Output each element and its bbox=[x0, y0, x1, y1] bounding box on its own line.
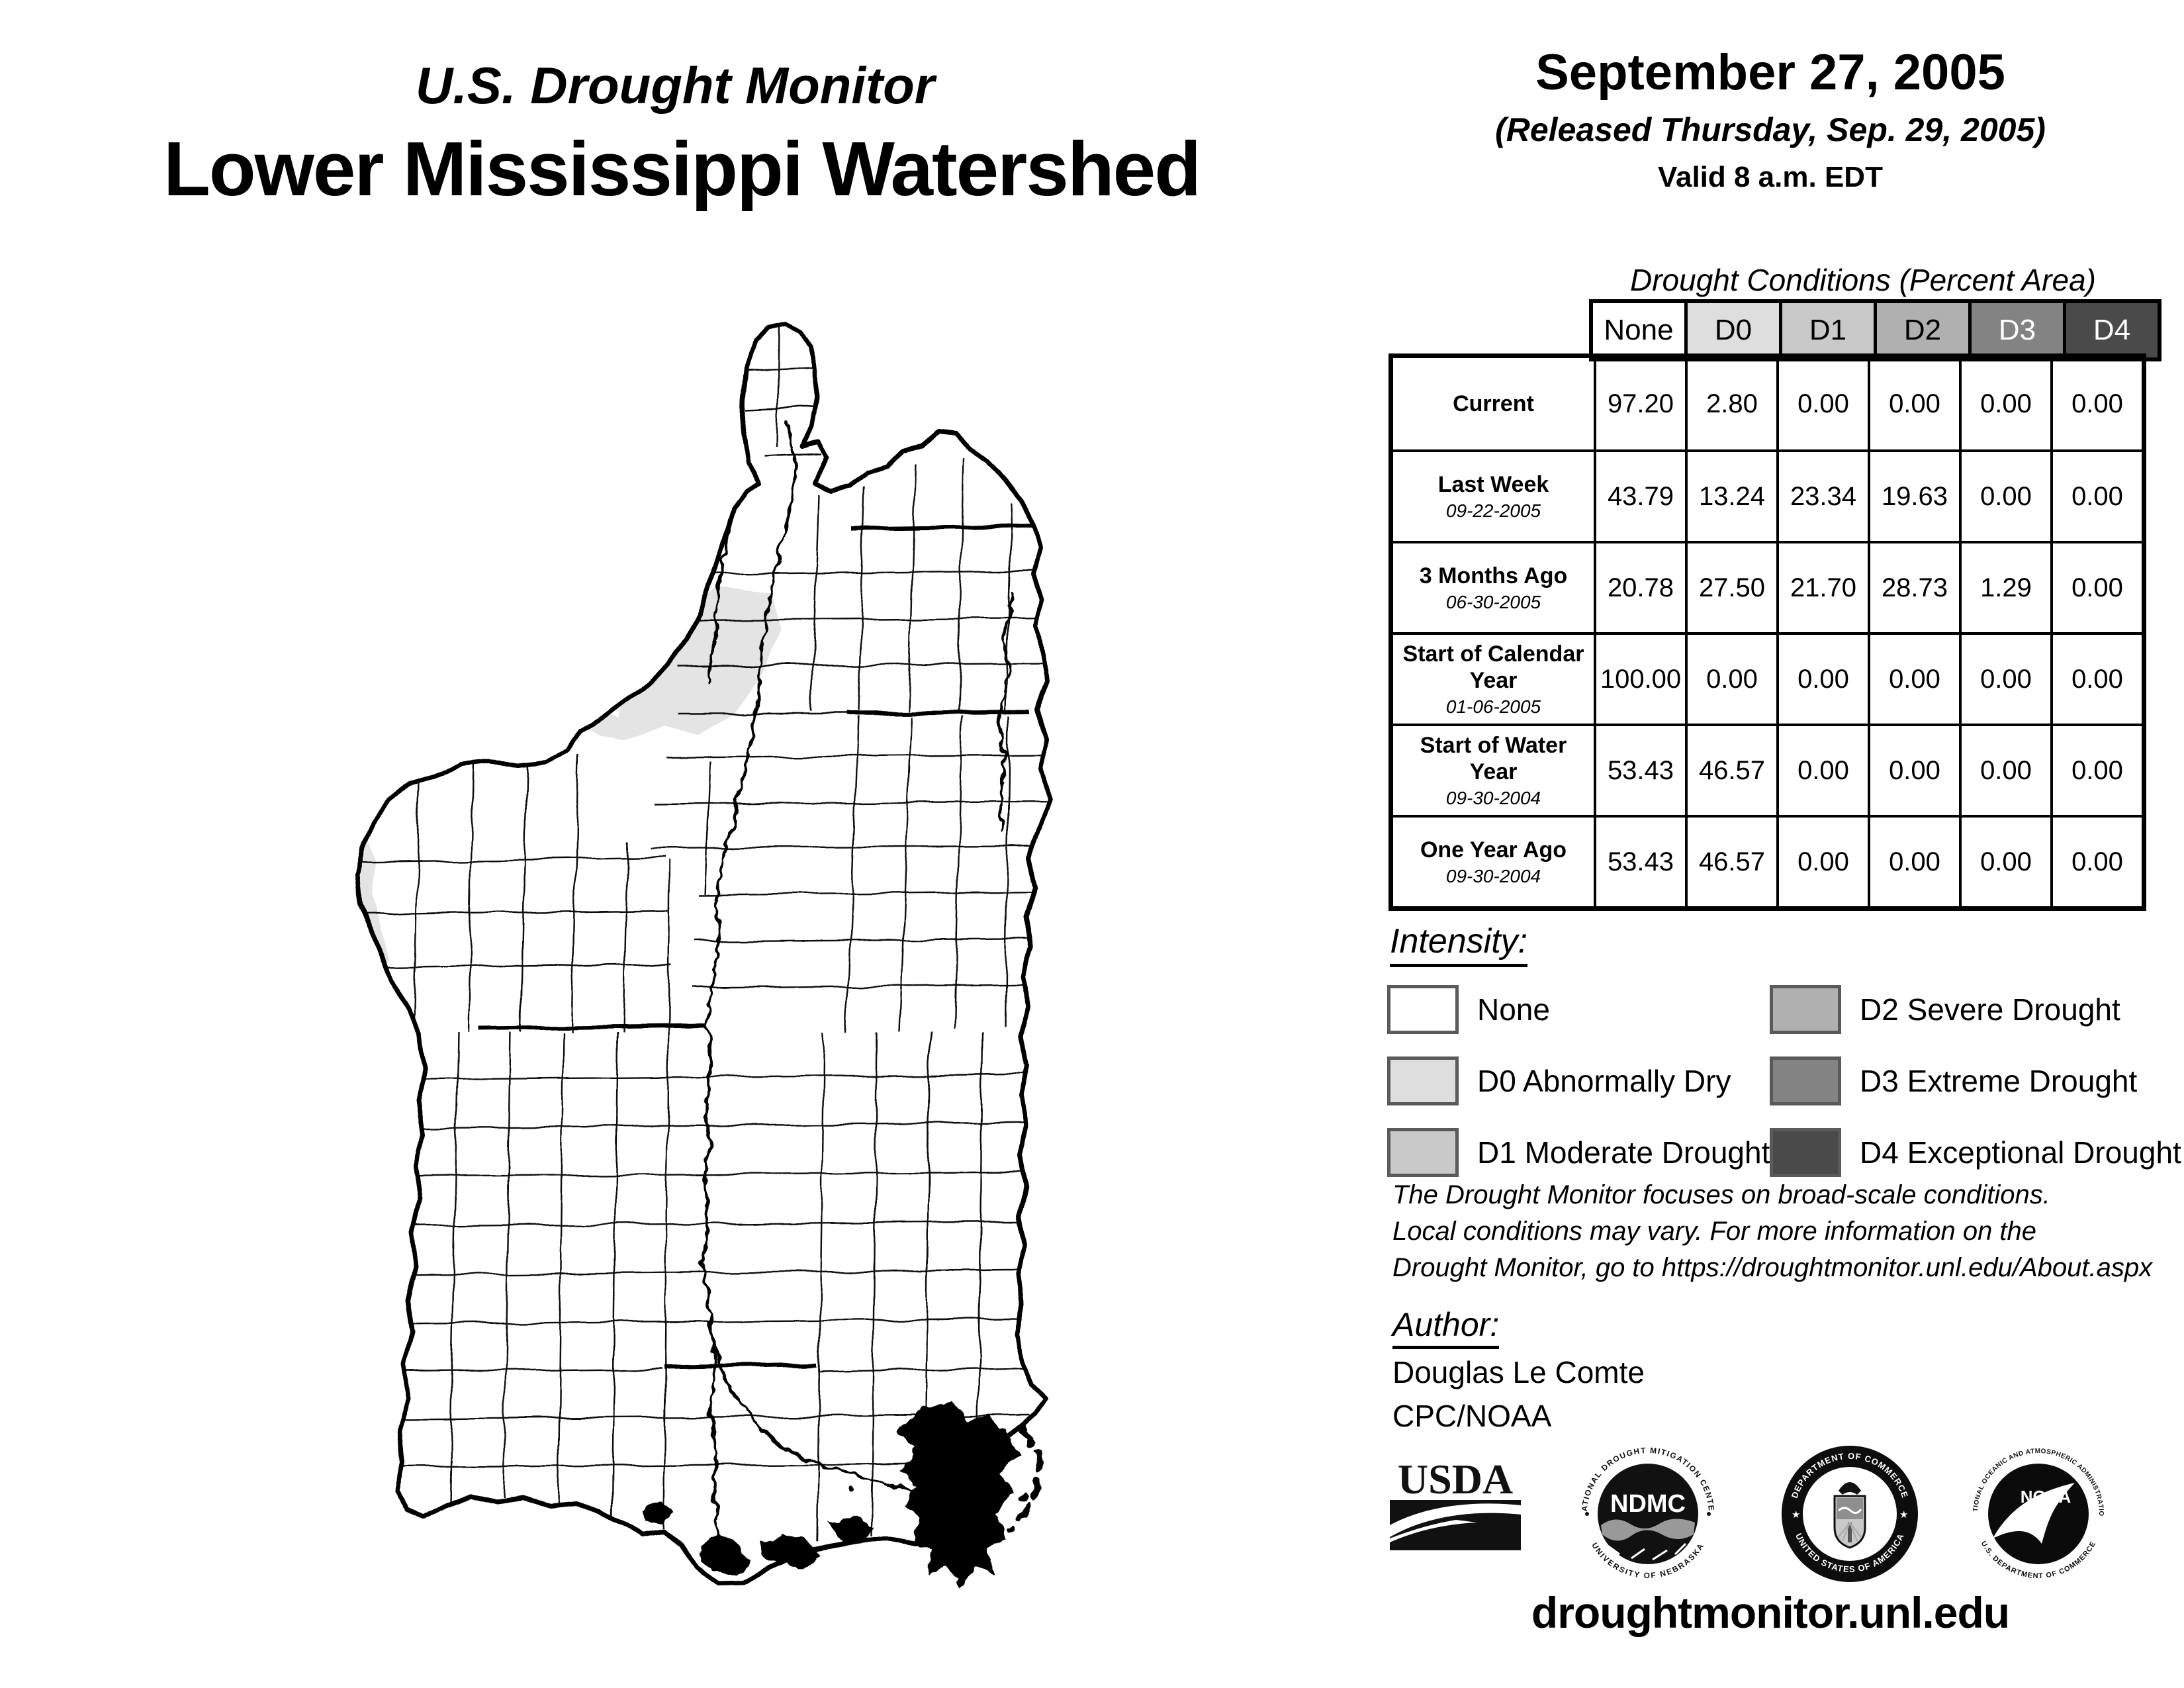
table-cell: 23.34 bbox=[1776, 449, 1868, 541]
star-icon: ★ bbox=[1792, 1509, 1800, 1521]
table-cell: 0.00 bbox=[1959, 358, 2050, 449]
report-kicker: U.S. Drought Monitor bbox=[415, 56, 935, 115]
legend-swatch-none bbox=[1387, 985, 1459, 1034]
author-name: Douglas Le Comte bbox=[1392, 1355, 1645, 1389]
table-cell: 13.24 bbox=[1685, 449, 1776, 541]
column-header-d0: D0 bbox=[1688, 303, 1779, 357]
table-cell: 27.50 bbox=[1685, 541, 1776, 632]
noaa-logo: NATIONAL OCEANIC AND ATMOSPHERIC ADMINIS… bbox=[1969, 1444, 2107, 1583]
ndmc-logo: NATIONAL DROUGHT MITIGATION CENTER UNIVE… bbox=[1578, 1444, 1717, 1583]
page-title: Lower Mississippi Watershed bbox=[163, 126, 1201, 212]
table-cell: 100.00 bbox=[1594, 632, 1685, 724]
column-header-none: None bbox=[1593, 303, 1684, 357]
legend-title: Intensity: bbox=[1390, 921, 1528, 967]
table-cell: 53.43 bbox=[1594, 724, 1685, 815]
svg-text:NDMC: NDMC bbox=[1610, 1490, 1686, 1518]
legend-swatch-d2 bbox=[1770, 985, 1841, 1034]
row-label: 3 Months Ago 06-30-2005 bbox=[1393, 541, 1594, 632]
table-cell: 53.43 bbox=[1594, 815, 1685, 906]
table-cell: 0.00 bbox=[2050, 358, 2142, 449]
table-cell: 21.70 bbox=[1776, 541, 1868, 632]
legend-item-d0: D0 Abnormally Dry bbox=[1387, 1056, 1731, 1105]
table-cell: 0.00 bbox=[1776, 815, 1868, 906]
table-cell: 0.00 bbox=[1959, 724, 2050, 815]
table-cell: 0.00 bbox=[1776, 724, 1868, 815]
legend-item-d2: D2 Severe Drought bbox=[1770, 985, 2120, 1034]
row-label: One Year Ago 09-30-2004 bbox=[1393, 815, 1594, 906]
legend-item-d3: D3 Extreme Drought bbox=[1770, 1056, 2137, 1105]
legend-item-d4: D4 Exceptional Drought bbox=[1770, 1128, 2181, 1177]
valid-time: Valid 8 a.m. EDT bbox=[1658, 161, 1883, 193]
table-cell: 97.20 bbox=[1594, 358, 1685, 449]
seagull-icon bbox=[1993, 1483, 2075, 1544]
release-date: (Released Thursday, Sep. 29, 2005) bbox=[1495, 111, 2046, 148]
table-cell: 28.73 bbox=[1868, 541, 1959, 632]
watershed-map bbox=[281, 252, 1171, 1587]
legend-item-none: None bbox=[1387, 985, 1550, 1034]
table-cell: 43.79 bbox=[1594, 449, 1685, 541]
star-icon: ★ bbox=[1899, 1509, 1908, 1521]
table-cell: 0.00 bbox=[2050, 541, 2142, 632]
disclaimer-line: The Drought Monitor focuses on broad-sca… bbox=[1392, 1180, 2050, 1209]
table-cell: 0.00 bbox=[2050, 724, 2142, 815]
legend-swatch-d3 bbox=[1770, 1056, 1841, 1105]
author-heading: Author: bbox=[1392, 1305, 1500, 1349]
usda-logo: USDA bbox=[1390, 1456, 1521, 1550]
date-block: September 27, 2005 (Released Thursday, S… bbox=[1357, 44, 2184, 194]
row-label: Last Week 09-22-2005 bbox=[1393, 449, 1594, 541]
table-cell: 0.00 bbox=[2050, 632, 2142, 724]
legend-swatch-d4 bbox=[1770, 1128, 1841, 1177]
disclaimer-line: Local conditions may vary. For more info… bbox=[1392, 1217, 2037, 1246]
table-cell: 0.00 bbox=[1868, 358, 1959, 449]
column-header-d3: D3 bbox=[1972, 303, 2063, 357]
county-boundaries bbox=[357, 325, 1050, 1543]
table-cell: 19.63 bbox=[1868, 449, 1959, 541]
table-cell: 0.00 bbox=[1868, 632, 1959, 724]
table-cell: 0.00 bbox=[1685, 632, 1776, 724]
row-label: Start of Water Year 09-30-2004 bbox=[1393, 724, 1594, 815]
table-header-row: None D0 D1 D2 D3 D4 bbox=[1589, 299, 2161, 361]
column-header-d1: D1 bbox=[1782, 303, 1874, 357]
table-cell: 46.57 bbox=[1685, 815, 1776, 906]
row-label: Current bbox=[1453, 391, 1534, 416]
table-cell: 0.00 bbox=[2050, 815, 2142, 906]
footer-url: droughtmonitor.unl.edu bbox=[1531, 1588, 2010, 1637]
disclaimer-line: Drought Monitor, go to https://droughtmo… bbox=[1392, 1253, 2153, 1282]
column-header-d4: D4 bbox=[2066, 303, 2158, 357]
table-cell: 2.80 bbox=[1685, 358, 1776, 449]
table-cell: 0.00 bbox=[1959, 815, 2050, 906]
table-cell: 46.57 bbox=[1685, 724, 1776, 815]
table-cell: 0.00 bbox=[1959, 632, 2050, 724]
row-label: Start of Calendar Year 01-06-2005 bbox=[1393, 632, 1594, 724]
map-date: September 27, 2005 bbox=[1535, 44, 2005, 101]
author-org: CPC/NOAA bbox=[1392, 1399, 1552, 1433]
table-cell: 0.00 bbox=[1776, 632, 1868, 724]
legend-item-d1: D1 Moderate Drought bbox=[1387, 1128, 1770, 1177]
legend-swatch-d1 bbox=[1387, 1128, 1459, 1177]
table-cell: 0.00 bbox=[1868, 724, 1959, 815]
table-cell: 0.00 bbox=[1959, 449, 2050, 541]
table-cell: 1.29 bbox=[1959, 541, 2050, 632]
table-cell: 0.00 bbox=[2050, 449, 2142, 541]
commerce-seal-logo: DEPARTMENT OF COMMERCE UNITED STATES OF … bbox=[1782, 1446, 1918, 1582]
table-cell: 0.00 bbox=[1776, 358, 1868, 449]
legend-swatch-d0 bbox=[1387, 1056, 1459, 1105]
delta-marsh bbox=[640, 1402, 1042, 1587]
table-cell: 0.00 bbox=[1868, 815, 1959, 906]
disclaimer: The Drought Monitor focuses on broad-sca… bbox=[1392, 1177, 2152, 1286]
svg-text:USDA: USDA bbox=[1398, 1456, 1513, 1503]
column-header-d2: D2 bbox=[1877, 303, 1968, 357]
table-title: Drought Conditions (Percent Area) bbox=[1630, 263, 2096, 297]
mississippi-river bbox=[702, 422, 1013, 1538]
watershed-outline bbox=[357, 323, 1050, 1583]
table-cell: 20.78 bbox=[1594, 541, 1685, 632]
state-boundaries bbox=[478, 524, 1042, 1370]
table-body: Current 97.20 2.80 0.00 0.00 0.00 0.00 L… bbox=[1388, 353, 2146, 911]
